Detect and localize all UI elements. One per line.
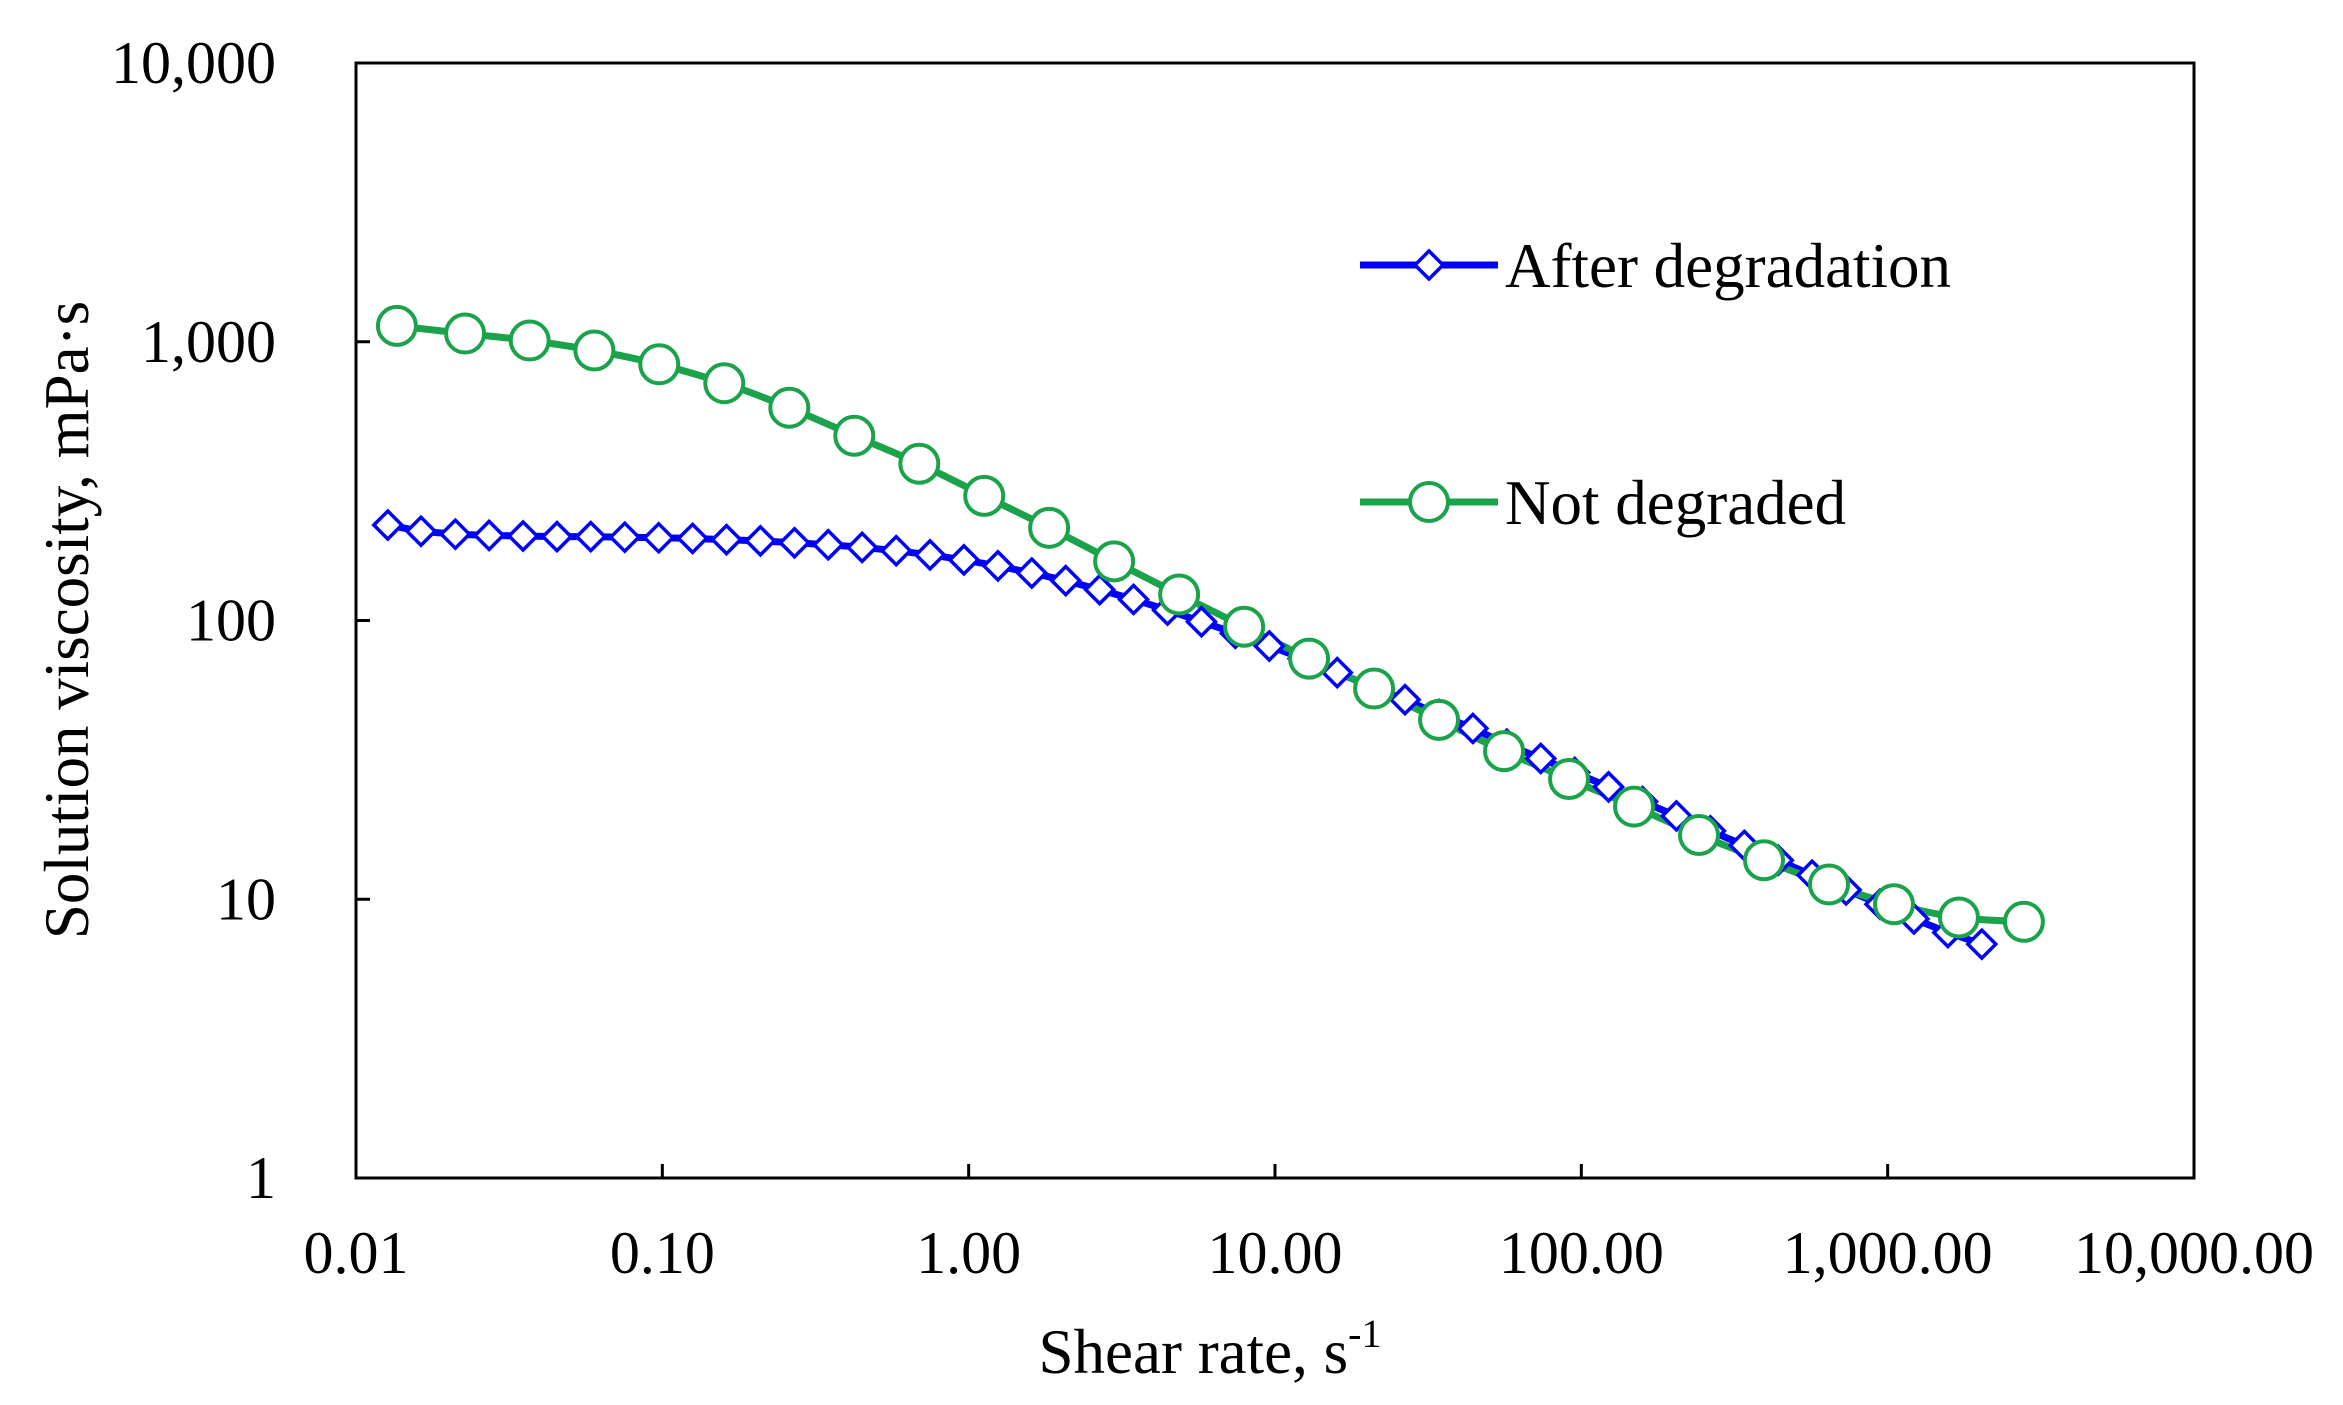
- data-point-after-degradation: [777, 526, 811, 560]
- data-point-after-degradation: [743, 524, 777, 558]
- x-tick-label: 0.01: [304, 1220, 409, 1286]
- data-point-after-degradation: [676, 521, 710, 555]
- data-point-after-degradation: [947, 543, 981, 577]
- data-point-not-degraded: [1028, 506, 1071, 549]
- data-point-after-degradation: [1083, 573, 1117, 607]
- data-point-after-degradation: [879, 534, 913, 568]
- data-point-after-degradation: [1252, 629, 1286, 663]
- data-point-after-degradation: [1592, 770, 1626, 804]
- x-axis-title-text: Shear rate, s: [1039, 1317, 1349, 1387]
- data-point-not-degraded: [375, 304, 418, 347]
- series-markers: [371, 304, 2045, 961]
- x-tick-label: 0.10: [610, 1220, 715, 1286]
- data-point-after-degradation: [1524, 741, 1558, 775]
- x-tick-label: 10,000.00: [2074, 1220, 2314, 1286]
- data-point-after-degradation: [472, 518, 506, 552]
- x-axis-title: Shear rate, s-1: [1039, 1311, 1382, 1387]
- data-point-not-degraded: [1418, 698, 1461, 741]
- y-axis-title: Solution viscosity, mPa·s: [32, 301, 102, 939]
- legend: After degradation Not degraded: [1360, 231, 1951, 538]
- legend-marker-not-degraded: [1408, 481, 1450, 523]
- data-point-not-degraded: [1742, 839, 1785, 882]
- data-point-not-degraded: [833, 414, 876, 457]
- legend-label-not-degraded: Not degraded: [1505, 468, 1846, 538]
- data-point-not-degraded: [638, 343, 681, 386]
- y-tick-label: 100: [186, 588, 276, 654]
- data-point-after-degradation: [811, 528, 845, 562]
- legend-label-after-degradation: After degradation: [1505, 231, 1951, 301]
- data-point-not-degraded: [703, 362, 746, 405]
- data-point-not-degraded: [1093, 540, 1136, 583]
- data-point-after-degradation: [506, 519, 540, 553]
- legend-entry-not-degraded: Not degraded: [1360, 468, 1846, 538]
- x-tick-label: 10.00: [1208, 1220, 1343, 1286]
- data-point-not-degraded: [1807, 863, 1850, 906]
- data-point-not-degraded: [1548, 758, 1591, 801]
- data-point-not-degraded: [444, 312, 487, 355]
- data-point-after-degradation: [1117, 582, 1151, 616]
- data-point-after-degradation: [438, 517, 472, 551]
- data-point-after-degradation: [710, 523, 743, 557]
- data-point-not-degraded: [1483, 730, 1526, 773]
- legend-entry-after-degradation: After degradation: [1360, 231, 1951, 301]
- axis-tick-labels: 0.01 0.10 1.00 10.00 100.00 1,000.00 10,000.00…: [111, 30, 2314, 1286]
- data-point-after-degradation: [574, 520, 608, 554]
- legend-marker-after-degradation: [1412, 248, 1446, 282]
- data-point-not-degraded: [2002, 900, 2045, 943]
- x-tick-label: 1.00: [916, 1220, 1021, 1286]
- data-point-after-degradation: [1456, 711, 1490, 745]
- x-tick-label: 100.00: [1499, 1220, 1664, 1286]
- data-point-not-degraded: [963, 474, 1006, 517]
- y-tick-label: 1: [246, 1145, 276, 1211]
- data-point-not-degraded: [508, 319, 551, 362]
- data-point-after-degradation: [540, 520, 574, 554]
- data-point-not-degraded: [898, 442, 941, 485]
- data-point-not-degraded: [1872, 883, 1915, 926]
- data-point-after-degradation: [1965, 927, 1999, 961]
- data-point-not-degraded: [1613, 785, 1656, 828]
- data-point-after-degradation: [981, 549, 1015, 583]
- data-point-not-degraded: [573, 329, 616, 372]
- y-tick-label: 1,000: [141, 309, 276, 375]
- data-point-after-degradation: [642, 521, 676, 555]
- data-point-after-degradation: [371, 508, 405, 542]
- data-point-not-degraded: [1353, 667, 1396, 710]
- data-point-not-degraded: [1223, 605, 1266, 648]
- y-tick-label: 10: [216, 866, 276, 932]
- data-point-after-degradation: [1184, 605, 1218, 639]
- axis-ticks: [354, 61, 2196, 1180]
- data-point-not-degraded: [1158, 573, 1201, 616]
- data-point-after-degradation: [845, 530, 879, 564]
- x-tick-label: 1,000.00: [1783, 1220, 1993, 1286]
- data-point-after-degradation: [404, 514, 438, 548]
- data-point-not-degraded: [1288, 637, 1331, 680]
- x-axis-title-superscript: -1: [1348, 1311, 1381, 1356]
- data-point-not-degraded: [1937, 896, 1980, 939]
- data-point-after-degradation: [1049, 564, 1083, 598]
- data-point-after-degradation: [913, 538, 947, 572]
- data-point-not-degraded: [768, 386, 811, 429]
- y-tick-label: 10,000: [111, 30, 276, 96]
- data-point-after-degradation: [1388, 683, 1422, 717]
- data-point-not-degraded: [1678, 814, 1721, 857]
- data-point-after-degradation: [1015, 556, 1049, 590]
- data-point-after-degradation: [608, 520, 642, 554]
